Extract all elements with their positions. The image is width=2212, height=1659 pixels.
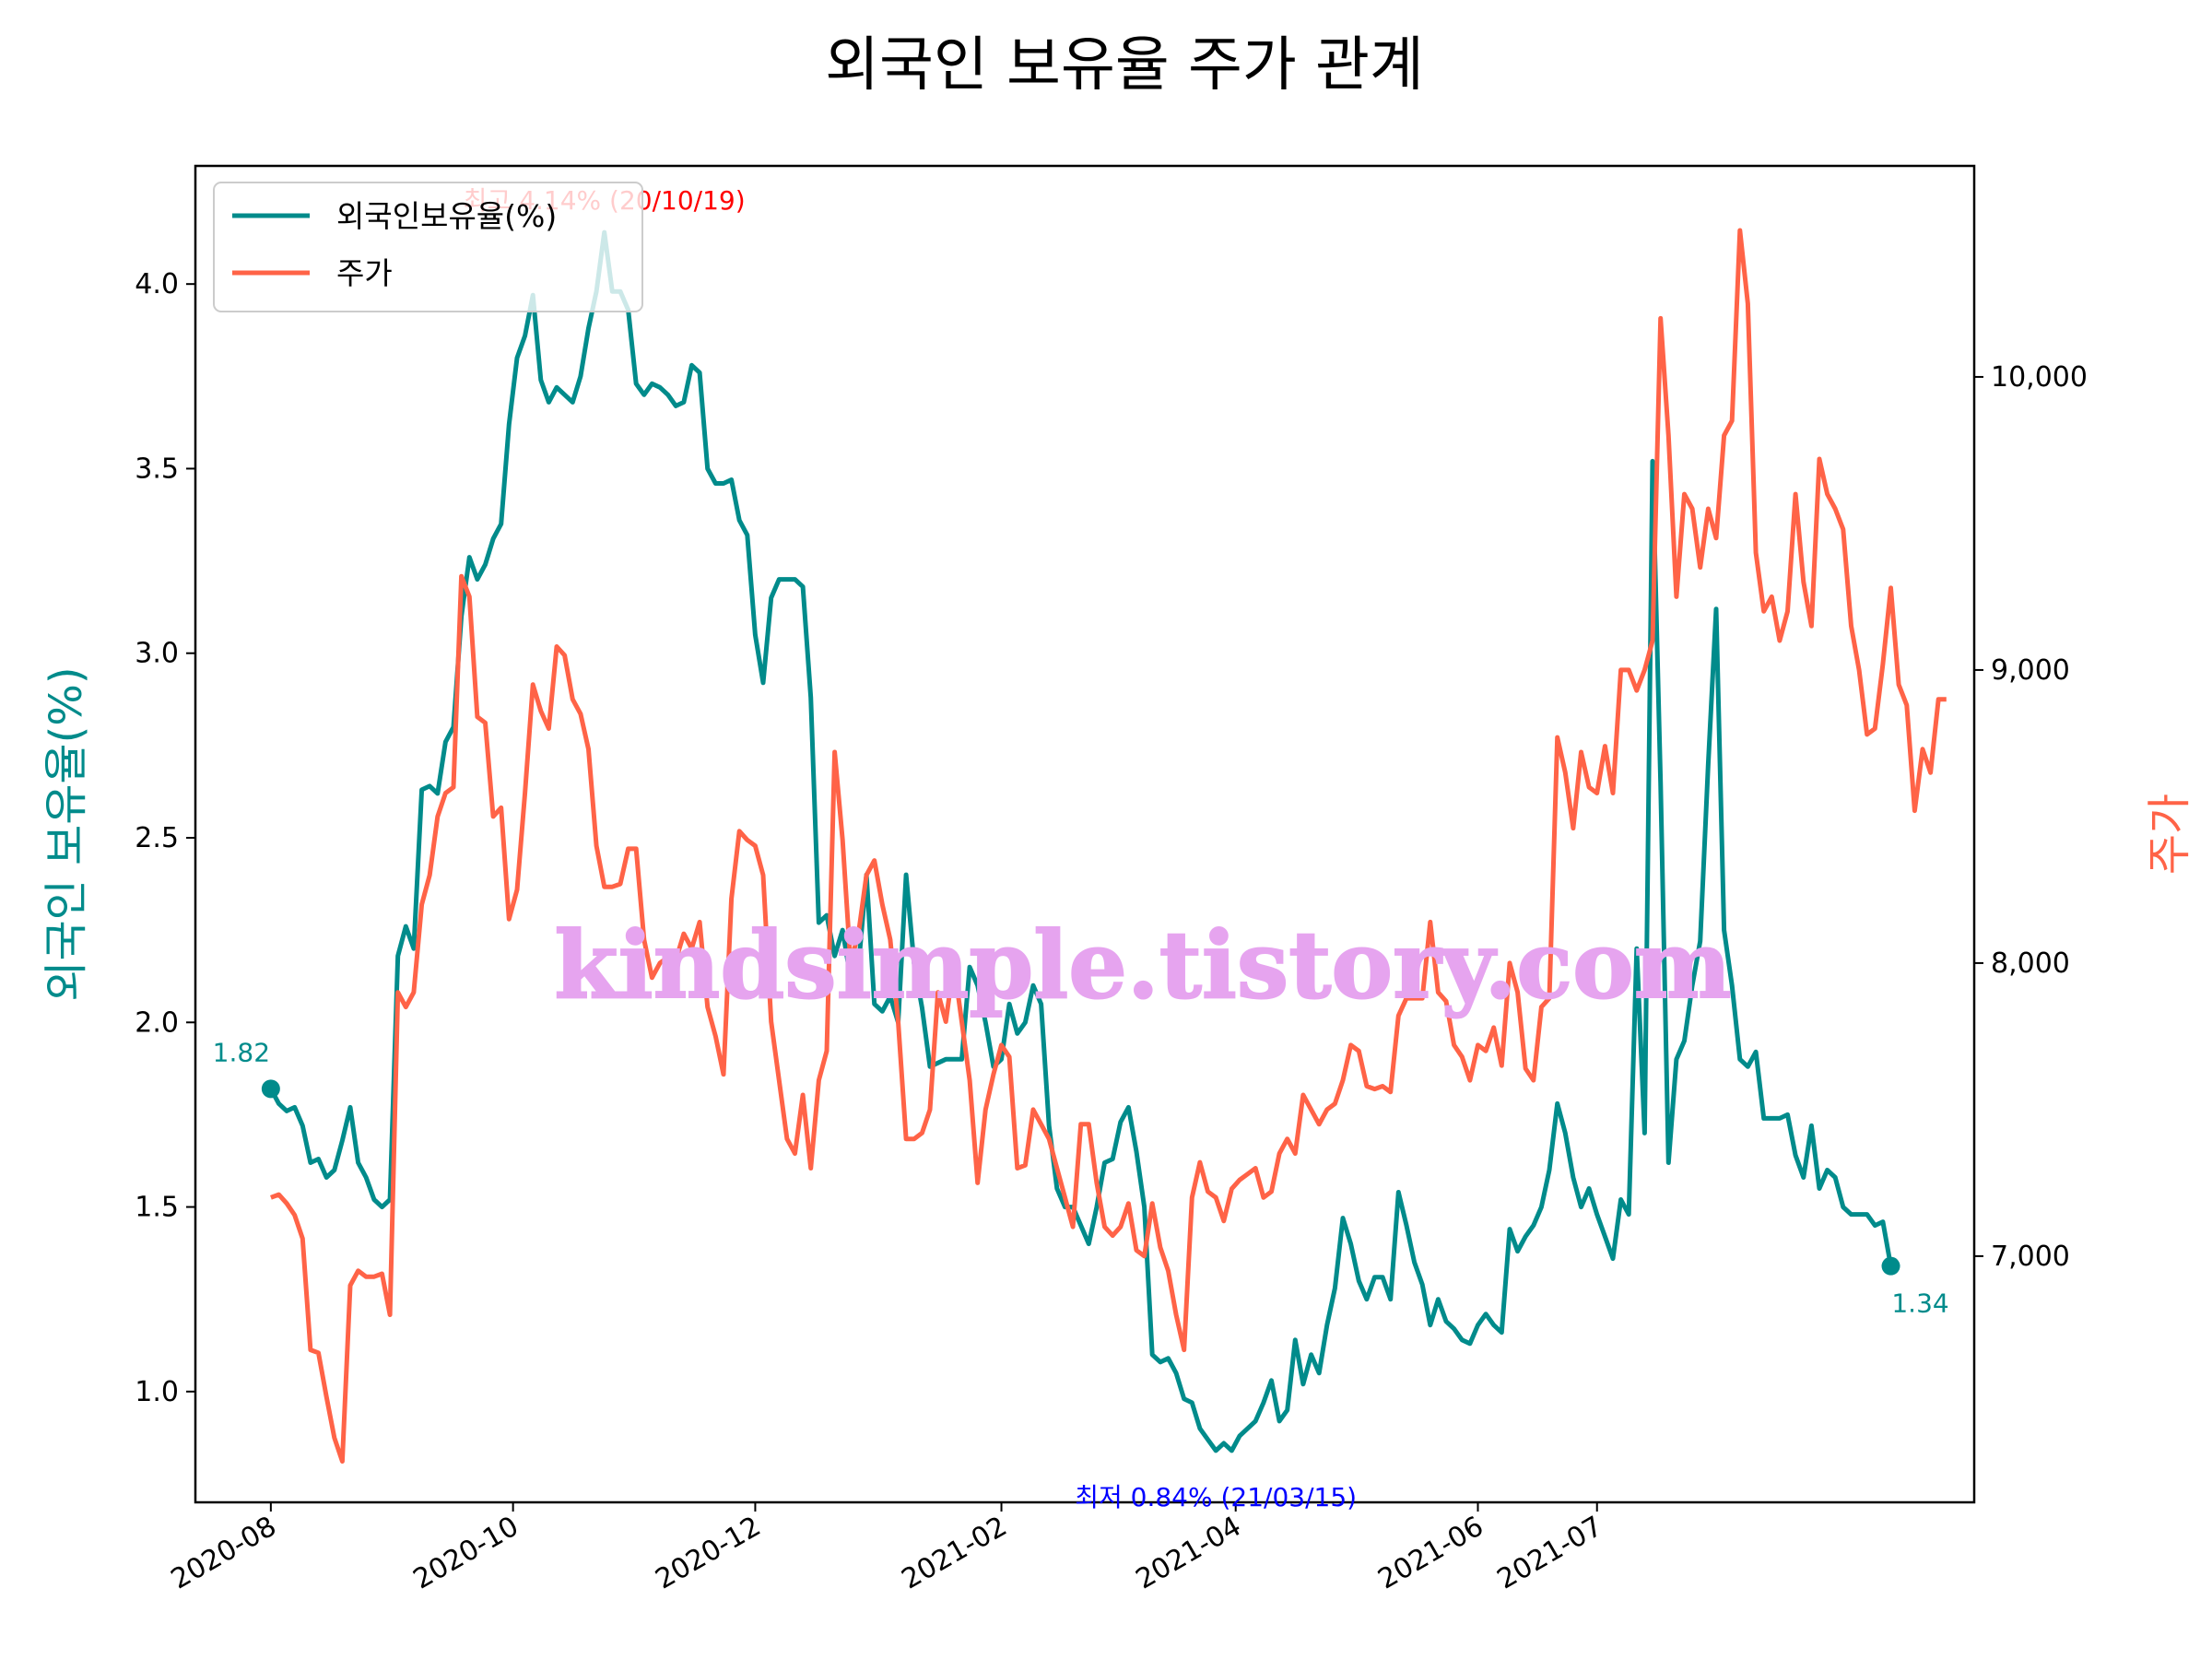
annotation-end-value: 1.34 xyxy=(1891,1288,1948,1319)
y-tick-left-label: 2.5 xyxy=(135,822,179,854)
start-point-marker xyxy=(261,1079,280,1099)
y-tick-left-label: 4.0 xyxy=(135,268,179,300)
x-tick-label: 2021-06 xyxy=(1372,1511,1488,1596)
plot-area xyxy=(194,164,1976,1504)
x-tick-label: 2021-02 xyxy=(896,1511,1012,1596)
x-tick-label: 2021-07 xyxy=(1492,1511,1608,1596)
y-tick-left-label: 1.5 xyxy=(135,1192,179,1224)
y-tick-left-label: 3.0 xyxy=(135,638,179,670)
annotation-min: 최저 0.84% (21/03/15) xyxy=(1075,1482,1357,1512)
y-tick-right-label: 8,000 xyxy=(1991,947,2070,980)
legend-label-price: 주가 xyxy=(336,255,393,291)
end-point-marker xyxy=(1881,1256,1900,1276)
y-axis-label-left: 외국인 보유율(%) xyxy=(41,666,92,1001)
x-tick-label: 2021-04 xyxy=(1131,1511,1247,1596)
watermark: kindsimple.tistory.com xyxy=(554,911,1731,1019)
series-line-price xyxy=(270,228,1947,1464)
y-tick-right-label: 9,000 xyxy=(1991,654,2070,687)
y-axis-label-right: 주가 xyxy=(2144,794,2195,875)
y-tick-right-label: 7,000 xyxy=(1991,1241,2070,1273)
annotation-start-value: 1.82 xyxy=(213,1037,270,1067)
chart-title: 외국인 보유율 주가 관계 xyxy=(825,31,1424,100)
y-tick-left-label: 3.5 xyxy=(135,453,179,485)
x-tick-label: 2020-10 xyxy=(408,1511,524,1596)
legend-box xyxy=(213,182,643,312)
legend: 외국인보유율(%) 주가 xyxy=(213,182,643,312)
legend-label-foreign-ratio: 외국인보유율(%) xyxy=(336,198,557,234)
series-layer xyxy=(268,228,1947,1464)
series-line-foreign-ratio xyxy=(268,229,1893,1453)
y-tick-right-label: 10,000 xyxy=(1991,361,2088,394)
y-tick-left-label: 1.0 xyxy=(135,1376,179,1408)
x-tick-label: 2020-08 xyxy=(166,1511,282,1596)
x-tick-label: 2020-12 xyxy=(650,1511,766,1596)
y-tick-left-label: 2.0 xyxy=(135,1006,179,1039)
